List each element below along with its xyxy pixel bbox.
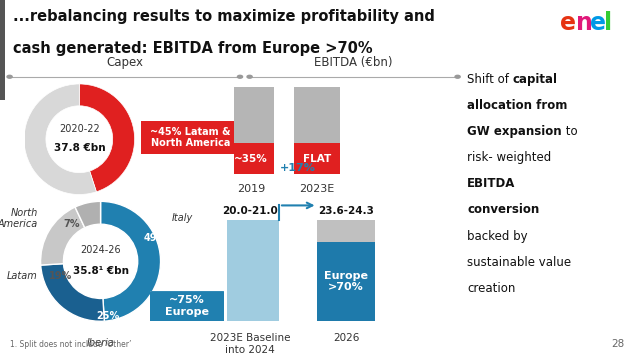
- Text: 2023E: 2023E: [300, 184, 335, 194]
- Text: North
America: North America: [0, 208, 38, 229]
- Text: conversion: conversion: [467, 203, 540, 216]
- Text: 49%: 49%: [143, 233, 166, 243]
- Text: allocation from: allocation from: [467, 99, 568, 112]
- Text: n: n: [576, 11, 593, 35]
- Text: sustainable value: sustainable value: [467, 256, 572, 268]
- Text: capital: capital: [513, 73, 558, 86]
- Wedge shape: [24, 84, 97, 195]
- Bar: [294, 87, 340, 144]
- Text: 2019: 2019: [237, 184, 265, 194]
- Text: 37.8 €bn: 37.8 €bn: [54, 143, 105, 153]
- Wedge shape: [100, 201, 161, 321]
- Bar: [294, 144, 340, 174]
- Text: 25%: 25%: [96, 311, 119, 321]
- Text: 7%: 7%: [64, 219, 80, 229]
- FancyBboxPatch shape: [135, 120, 246, 155]
- Text: Italy: Italy: [172, 213, 193, 223]
- Text: 2026: 2026: [333, 333, 360, 343]
- Text: Capex: Capex: [106, 56, 143, 69]
- Text: Iberia: Iberia: [86, 338, 115, 348]
- Text: 2024-26: 2024-26: [80, 245, 121, 255]
- Text: e: e: [560, 11, 576, 35]
- Wedge shape: [41, 264, 104, 321]
- Text: backed by: backed by: [467, 230, 528, 242]
- Text: EBITDA (€bn): EBITDA (€bn): [314, 56, 392, 69]
- Text: ~75%
Europe: ~75% Europe: [165, 295, 209, 317]
- Wedge shape: [79, 84, 134, 192]
- FancyBboxPatch shape: [146, 290, 228, 322]
- Text: EBITDA: EBITDA: [467, 177, 516, 190]
- Text: 1. Split does not include ‘Other’: 1. Split does not include ‘Other’: [10, 340, 131, 349]
- Bar: [317, 242, 375, 321]
- Text: to: to: [562, 125, 577, 138]
- Text: 2020-22: 2020-22: [59, 124, 100, 134]
- Bar: [317, 220, 375, 242]
- Text: risk- weighted: risk- weighted: [467, 151, 552, 164]
- Text: 2023E Baseline
into 2024: 2023E Baseline into 2024: [210, 333, 291, 355]
- Bar: [228, 87, 274, 144]
- Text: ~35%: ~35%: [234, 154, 268, 164]
- Wedge shape: [75, 201, 100, 228]
- Text: cash generated: EBITDA from Europe >70%: cash generated: EBITDA from Europe >70%: [13, 41, 372, 56]
- Text: 20.0-21.0: 20.0-21.0: [222, 206, 278, 216]
- Text: +17%: +17%: [280, 163, 316, 173]
- Bar: [221, 220, 279, 321]
- Text: ~45% Latam &
North America: ~45% Latam & North America: [150, 127, 230, 148]
- Text: 35.8¹ €bn: 35.8¹ €bn: [72, 266, 129, 276]
- Text: ...rebalancing results to maximize profitability and: ...rebalancing results to maximize profi…: [13, 9, 435, 24]
- Wedge shape: [40, 207, 84, 265]
- Text: 19%: 19%: [49, 271, 72, 281]
- Text: Europe
>70%: Europe >70%: [324, 271, 368, 292]
- Text: 23.6-24.3: 23.6-24.3: [318, 206, 374, 216]
- Text: 28: 28: [611, 339, 624, 349]
- Text: FLAT: FLAT: [303, 154, 331, 164]
- Text: creation: creation: [467, 282, 516, 295]
- Text: e: e: [590, 11, 606, 35]
- Text: Latam: Latam: [7, 271, 38, 281]
- Text: l: l: [604, 11, 612, 35]
- Text: Shift of: Shift of: [467, 73, 513, 86]
- Bar: [228, 144, 274, 174]
- FancyBboxPatch shape: [279, 158, 317, 179]
- Text: GW expansion: GW expansion: [467, 125, 562, 138]
